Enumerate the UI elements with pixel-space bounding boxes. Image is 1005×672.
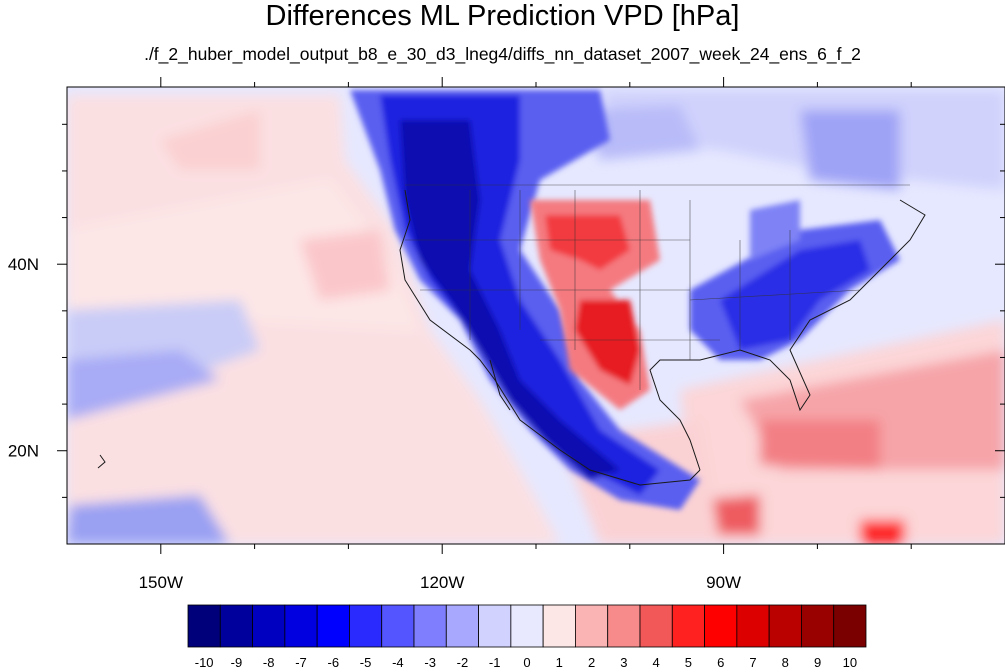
colorbar-label: -4 xyxy=(392,655,404,670)
colorbar-swatch xyxy=(639,604,673,648)
colorbar-label: -7 xyxy=(295,655,307,670)
colorbar-swatch xyxy=(445,604,479,648)
colorbar-swatch xyxy=(607,604,641,648)
x-tick-label: 90W xyxy=(706,573,741,592)
eastern-negative-anomaly xyxy=(690,200,900,360)
colorbar-label: 4 xyxy=(653,655,660,670)
colorbar-label: -2 xyxy=(457,655,469,670)
colorbar-label: 3 xyxy=(620,655,627,670)
colorbar-label: 7 xyxy=(749,655,756,670)
colorbar-label: 8 xyxy=(782,655,789,670)
y-tick-label: 20N xyxy=(8,442,39,461)
colorbar-label: -10 xyxy=(195,655,214,670)
plains-positive-anomaly xyxy=(530,200,660,410)
colorbar-swatch xyxy=(671,604,705,648)
coastlines xyxy=(97,189,926,486)
colorbar-swatch xyxy=(542,604,576,648)
y-tick-label: 40N xyxy=(8,255,39,274)
colorbar-swatch xyxy=(349,604,383,648)
colorbar-swatch xyxy=(413,604,447,648)
colorbar-labels: -10 -9 -8 -7 -6 -5 -4 -3 -2 -1 0 1 2 3 4 5 6 7 8 9 10 xyxy=(195,655,857,670)
colorbar-swatch xyxy=(284,604,318,648)
state-borders xyxy=(405,184,910,390)
colorbar-label: 5 xyxy=(685,655,692,670)
colorbar-swatch xyxy=(478,604,512,648)
axis-ticks xyxy=(57,77,1005,554)
colorbar-label: 10 xyxy=(843,655,857,670)
colorbar-swatch xyxy=(704,604,738,648)
axis-tick-labels: 150W 120W 90W 40N 20N xyxy=(8,255,741,592)
colorbar-label: -6 xyxy=(328,655,340,670)
page-subtitle: ./f_2_huber_model_output_b8_e_30_d3_lneg… xyxy=(144,44,861,64)
colorbar-label: -5 xyxy=(360,655,372,670)
colorbar-swatch xyxy=(833,604,867,648)
x-tick-label: 120W xyxy=(420,573,464,592)
colorbar-swatch xyxy=(316,604,350,648)
colorbar-swatch xyxy=(510,604,544,648)
colorbar-swatch xyxy=(736,604,770,648)
difference-field xyxy=(67,87,1005,544)
colorbar-label: -1 xyxy=(489,655,501,670)
colorbar xyxy=(187,604,867,648)
colorbar-swatch xyxy=(381,604,415,648)
colorbar-swatch xyxy=(801,604,835,648)
colorbar-label: 1 xyxy=(556,655,563,670)
colorbar-label: -8 xyxy=(263,655,275,670)
western-negative-anomaly xyxy=(350,90,700,510)
colorbar-label: 2 xyxy=(588,655,595,670)
colorbar-swatch xyxy=(768,604,802,648)
colorbar-label: -3 xyxy=(424,655,436,670)
colorbar-label: 0 xyxy=(523,655,530,670)
colorbar-label: 6 xyxy=(717,655,724,670)
colorbar-label: 9 xyxy=(814,655,821,670)
canada-negative-anomaly xyxy=(580,90,1005,190)
colorbar-swatch xyxy=(575,604,609,648)
page-title: Differences ML Prediction VPD [hPa] xyxy=(265,0,740,32)
x-tick-label: 150W xyxy=(139,573,183,592)
colorbar-swatch xyxy=(187,604,221,648)
pacific-positive-anomaly xyxy=(67,95,560,544)
colorbar-swatch xyxy=(252,604,286,648)
colorbar-swatch xyxy=(219,604,253,648)
colorbar-label: -9 xyxy=(231,655,243,670)
